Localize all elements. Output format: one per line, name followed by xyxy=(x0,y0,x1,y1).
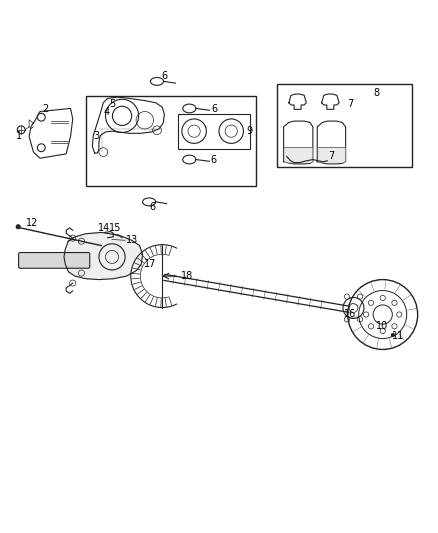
FancyBboxPatch shape xyxy=(18,253,90,268)
Text: 7: 7 xyxy=(347,99,353,109)
Text: 15: 15 xyxy=(109,223,121,233)
Text: 2: 2 xyxy=(42,104,49,114)
Text: 7: 7 xyxy=(328,151,335,161)
Bar xyxy=(177,114,250,149)
Text: 14: 14 xyxy=(98,223,110,233)
Text: 4: 4 xyxy=(104,107,110,117)
Text: 6: 6 xyxy=(149,202,155,212)
Text: 9: 9 xyxy=(247,126,253,136)
Bar xyxy=(277,84,412,167)
Text: 1: 1 xyxy=(16,131,22,141)
Text: 13: 13 xyxy=(126,235,138,245)
Text: 3: 3 xyxy=(94,131,100,141)
Bar xyxy=(86,96,256,185)
Text: 12: 12 xyxy=(26,218,38,228)
Circle shape xyxy=(392,334,394,336)
Circle shape xyxy=(16,224,20,229)
Text: 10: 10 xyxy=(376,321,388,332)
Text: 16: 16 xyxy=(344,309,356,319)
Text: 6: 6 xyxy=(212,104,218,114)
Text: 18: 18 xyxy=(181,271,194,281)
Polygon shape xyxy=(64,232,143,280)
Text: 6: 6 xyxy=(161,71,167,80)
Text: 6: 6 xyxy=(211,156,217,165)
Text: 8: 8 xyxy=(373,88,379,98)
Text: 5: 5 xyxy=(109,99,115,109)
Text: 17: 17 xyxy=(144,260,156,269)
Text: 11: 11 xyxy=(392,332,404,341)
